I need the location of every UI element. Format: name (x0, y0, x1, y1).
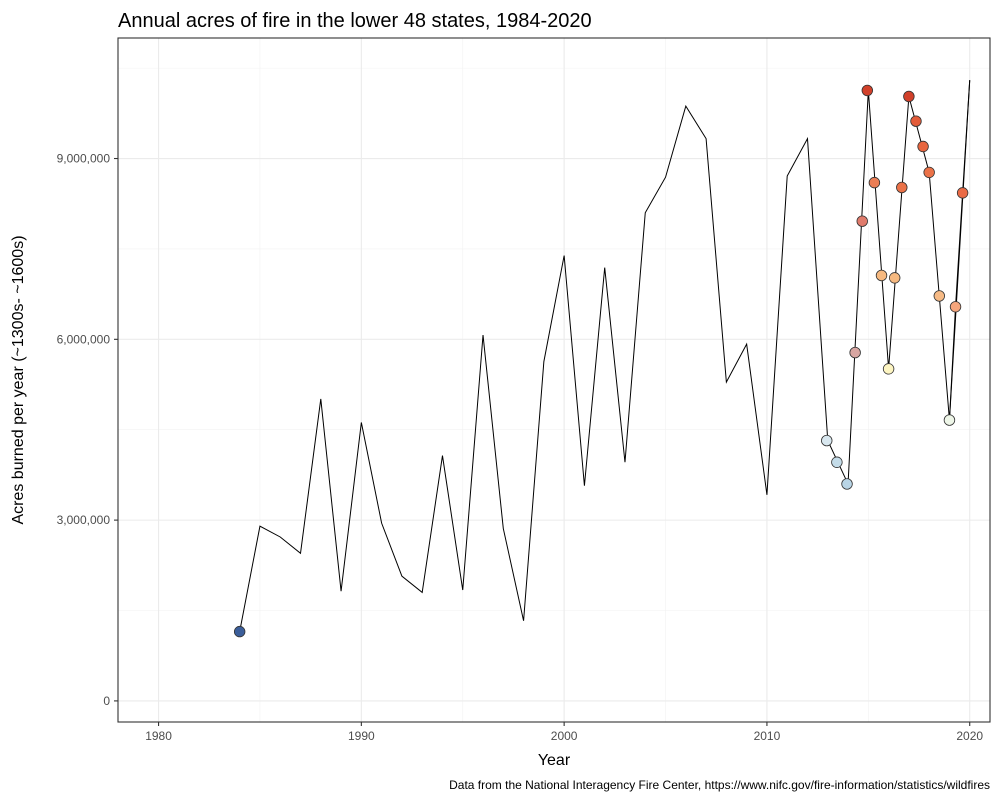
data-point-11 (896, 181, 908, 194)
axes: 1980 1990 2000 2010 2020 0 3,000,000 6,000,000 9… (57, 152, 984, 743)
data-point-9 (882, 363, 895, 375)
data-point-5 (856, 215, 868, 227)
data-point-4 (849, 346, 861, 359)
y-axis-title: Acres burned per year (~1300s- ~1600s) (10, 235, 27, 524)
data-point-14 (917, 140, 929, 153)
x-tick-label-2000: 2000 (551, 729, 578, 743)
y-tick-label-0: 0 (103, 694, 110, 708)
data-point-2 (831, 456, 843, 468)
data-point-18 (949, 301, 962, 313)
series-layer (239, 80, 971, 632)
grid (118, 38, 990, 722)
x-tick-label-2010: 2010 (754, 729, 781, 743)
x-tick-label-1990: 1990 (348, 729, 375, 743)
data-point-3 (841, 478, 853, 490)
data-point-16 (933, 290, 946, 302)
data-point-6 (861, 84, 874, 97)
y-tick-label-3: 9,000,000 (57, 152, 111, 166)
x-axis-title: Year (538, 752, 571, 769)
data-point-12 (903, 90, 915, 103)
panel-border (117, 37, 991, 723)
data-point-15 (923, 166, 935, 179)
caption: Data from the National Interagency Fire … (449, 778, 990, 792)
data-point-10 (888, 272, 901, 284)
data-point-7 (868, 176, 881, 189)
series-line-0 (239, 80, 971, 632)
points-layer (233, 80, 971, 638)
x-tick-label-2020: 2020 (956, 729, 983, 743)
x-tick-label-1980: 1980 (145, 729, 172, 743)
y-tick-label-2: 6,000,000 (57, 332, 111, 346)
data-point-1 (821, 434, 833, 447)
data-point-17 (943, 414, 956, 426)
data-point-13 (910, 115, 922, 127)
data-point-8 (875, 269, 888, 282)
y-tick-label-1: 3,000,000 (57, 513, 111, 527)
data-point-0 (233, 625, 246, 638)
data-point-19 (956, 187, 969, 199)
point-connector-line (948, 80, 971, 421)
chart-title: Annual acres of fire in the lower 48 sta… (118, 10, 592, 32)
